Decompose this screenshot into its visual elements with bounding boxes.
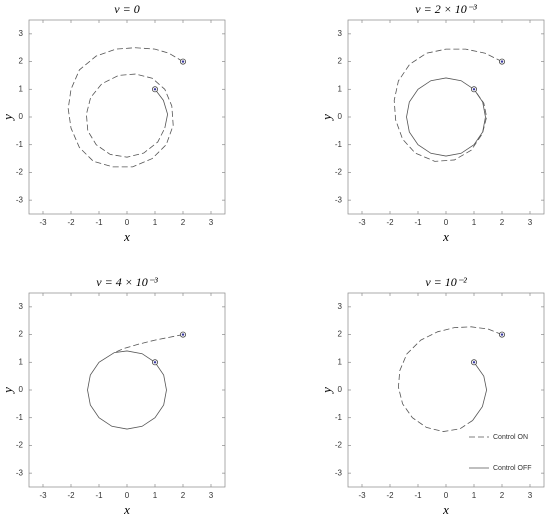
x-tick-label: 0: [444, 491, 449, 500]
x-axis-label: x: [123, 229, 130, 244]
y-tick-label: 3: [338, 29, 343, 38]
x-tick-label: 3: [209, 491, 214, 500]
x-tick-label: -3: [39, 218, 47, 227]
y-tick-label: -2: [335, 441, 343, 450]
point-dot: [181, 60, 185, 63]
x-tick-label: 1: [153, 218, 158, 227]
y-axis-label: y: [0, 114, 15, 122]
y-tick-label: 2: [338, 330, 343, 339]
x-tick-label: -2: [67, 218, 75, 227]
legend-label: Control OFF: [493, 465, 532, 472]
y-tick-label: -2: [335, 168, 343, 177]
y-tick-label: 2: [338, 57, 343, 66]
y-tick-label: 1: [338, 357, 343, 366]
x-tick-label: 1: [472, 491, 477, 500]
x-tick-label: 2: [500, 491, 505, 500]
chart-title: ν = 10⁻²: [425, 275, 467, 289]
y-tick-label: 3: [19, 29, 24, 38]
x-axis-label: x: [442, 502, 449, 517]
y-tick-label: 3: [19, 302, 24, 311]
x-tick-label: 3: [528, 491, 533, 500]
trajectory: [114, 334, 184, 353]
y-tick-label: -1: [335, 413, 343, 422]
y-tick-label: 2: [19, 330, 24, 339]
chart-title: ν = 4 × 10⁻³: [96, 275, 158, 289]
y-tick-label: 1: [19, 84, 24, 93]
x-tick-label: -3: [39, 491, 47, 500]
x-axis-label: x: [442, 229, 449, 244]
y-tick-label: 0: [19, 385, 24, 394]
x-tick-label: 0: [125, 491, 130, 500]
plot-frame: [28, 19, 226, 215]
x-tick-label: -1: [95, 218, 103, 227]
y-tick-label: 3: [338, 302, 343, 311]
x-tick-label: -2: [386, 491, 394, 500]
chart-title: ν = 2 × 10⁻³: [415, 2, 477, 16]
trajectory: [67, 47, 184, 168]
chart-title: ν = 0: [114, 2, 139, 16]
x-tick-label: 2: [181, 491, 186, 500]
point-dot: [472, 88, 476, 91]
y-tick-label: -1: [335, 140, 343, 149]
y-tick-label: -2: [16, 441, 24, 450]
x-tick-label: 0: [125, 218, 130, 227]
x-tick-label: -3: [358, 218, 366, 227]
x-tick-label: 2: [181, 218, 186, 227]
y-axis-label: y: [319, 387, 334, 395]
x-tick-label: -1: [414, 218, 422, 227]
legend-label: Control ON: [493, 434, 528, 441]
point-dot: [500, 60, 504, 63]
x-tick-label: 3: [528, 218, 533, 227]
x-tick-label: 1: [472, 218, 477, 227]
y-axis-label: y: [319, 114, 334, 122]
y-tick-label: 1: [338, 84, 343, 93]
y-tick-label: -1: [16, 140, 24, 149]
plot-frame: [28, 292, 226, 488]
x-tick-label: -2: [386, 218, 394, 227]
point-dot: [472, 361, 476, 364]
y-tick-label: 2: [19, 57, 24, 66]
y-tick-label: 1: [19, 357, 24, 366]
x-tick-label: 1: [153, 491, 158, 500]
y-tick-label: -1: [16, 413, 24, 422]
y-tick-label: -3: [335, 195, 343, 204]
point-dot: [500, 333, 504, 336]
y-tick-label: -3: [16, 468, 24, 477]
y-tick-label: -3: [335, 468, 343, 477]
y-tick-label: -2: [16, 168, 24, 177]
y-tick-label: -3: [16, 195, 24, 204]
trajectory: [154, 89, 169, 129]
plot-frame: [347, 292, 545, 488]
y-axis-label: y: [0, 387, 15, 395]
x-tick-label: -3: [358, 491, 366, 500]
x-tick-label: 2: [500, 218, 505, 227]
y-tick-label: 0: [19, 112, 24, 121]
trajectory: [87, 350, 167, 430]
trajectory: [393, 48, 503, 162]
point-dot: [181, 333, 185, 336]
y-tick-label: 0: [338, 385, 343, 394]
trajectory: [397, 326, 503, 432]
trajectory: [472, 362, 488, 421]
trajectory: [406, 77, 486, 157]
x-axis-label: x: [123, 502, 130, 517]
point-dot: [153, 88, 157, 91]
x-tick-label: -2: [67, 491, 75, 500]
y-tick-label: 0: [338, 112, 343, 121]
x-tick-label: 3: [209, 218, 214, 227]
x-tick-label: -1: [414, 491, 422, 500]
x-tick-label: 0: [444, 218, 449, 227]
x-tick-label: -1: [95, 491, 103, 500]
point-dot: [153, 361, 157, 364]
